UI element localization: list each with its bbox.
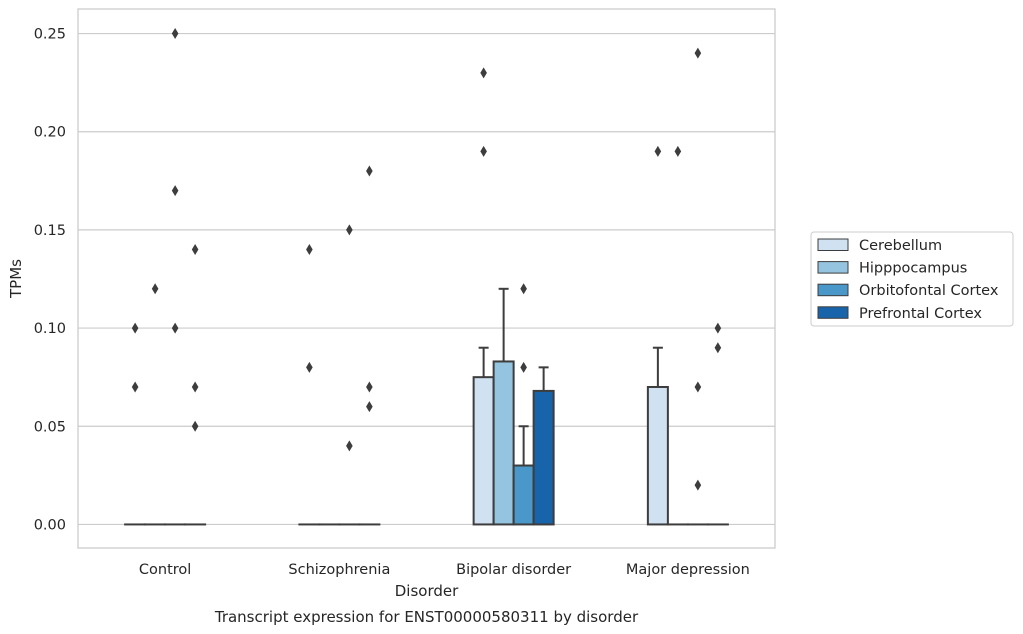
bar [646, 385, 669, 526]
y-tick-label: 0.05 [34, 419, 66, 435]
y-tick-labels: 0.00 0.05 0.10 0.15 0.20 0.25 [34, 27, 66, 534]
legend-swatch [817, 306, 849, 319]
y-tick-label: 0.20 [34, 125, 66, 141]
outlier-point [306, 361, 313, 373]
plot-frame [77, 8, 776, 549]
gridlines [78, 32, 775, 526]
outlier-point [366, 165, 373, 177]
outlier-point [191, 244, 199, 256]
outlier-point [191, 381, 199, 393]
outlier-point [714, 322, 722, 334]
x-tick-label: Schizophrenia [288, 562, 390, 578]
outlier-point [714, 342, 722, 354]
outlier-point [171, 28, 179, 40]
outlier-point [480, 67, 487, 79]
outlier-point [131, 322, 139, 334]
legend-label: Hipppocampus [859, 261, 967, 277]
bar [492, 360, 515, 526]
x-tick-label: Bipolar disorder [456, 562, 571, 578]
outlier-point [520, 361, 527, 373]
outlier-point [346, 440, 353, 452]
y-tick-label: 0.25 [34, 27, 66, 43]
legend-label: Prefrontal Cortex [859, 306, 982, 322]
outlier-point [366, 401, 373, 413]
x-tick-labels: Control Schizophrenia Bipolar disorder Majo… [139, 562, 750, 578]
outlier-point [346, 224, 353, 236]
outlier-point [694, 47, 702, 59]
outlier-point [480, 145, 487, 157]
legend-swatch [817, 283, 849, 297]
bar [472, 376, 495, 526]
legend: Cerebellum Hipppocampus Orbitofontal Corte… [810, 231, 1014, 327]
legend-label: Cerebellum [859, 238, 942, 254]
y-tick-label: 0.15 [34, 223, 66, 239]
x-axis-title: Disorder [395, 582, 459, 600]
legend-swatch [817, 261, 849, 274]
outlier-point [694, 381, 702, 393]
bar [532, 389, 555, 526]
outlier-point [306, 244, 313, 256]
x-tick-label: Control [139, 562, 191, 578]
outlier-point [520, 283, 527, 295]
outlier-point [131, 381, 139, 393]
outlier-point [654, 145, 662, 157]
bar [512, 464, 535, 526]
outlier-point [366, 381, 373, 393]
outlier-point [191, 420, 199, 432]
y-tick-label: 0.10 [34, 321, 66, 337]
outlier-point [151, 283, 159, 295]
y-tick-label: 0.00 [34, 517, 66, 533]
x-tick-label: Major depression [626, 562, 750, 578]
outlier-point [694, 479, 702, 491]
y-axis-title: TPMs [7, 259, 25, 299]
outlier-point [171, 185, 179, 197]
outlier-point [674, 145, 682, 157]
legend-swatch [817, 238, 849, 251]
chart-marks [124, 28, 729, 526]
legend-label: Orbitofontal Cortex [859, 283, 999, 299]
outlier-point [171, 322, 179, 334]
chart-title: Transcript expression for ENST0000058031… [214, 608, 639, 626]
legend-frame [810, 231, 1014, 327]
